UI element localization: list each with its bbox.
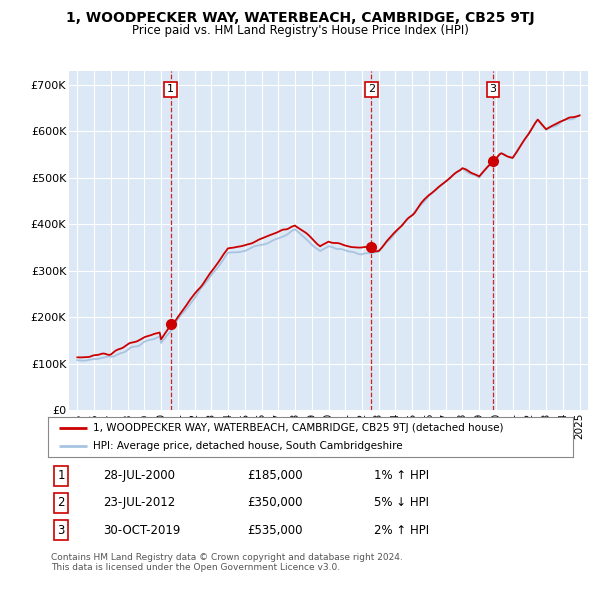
Text: 2: 2 [58,496,65,510]
Text: This data is licensed under the Open Government Licence v3.0.: This data is licensed under the Open Gov… [51,563,340,572]
Text: 3: 3 [490,84,497,94]
Text: 1: 1 [167,84,174,94]
Text: £350,000: £350,000 [248,496,303,510]
Text: 30-OCT-2019: 30-OCT-2019 [103,524,181,537]
Text: £535,000: £535,000 [248,524,303,537]
Text: HPI: Average price, detached house, South Cambridgeshire: HPI: Average price, detached house, Sout… [92,441,402,451]
Text: 1, WOODPECKER WAY, WATERBEACH, CAMBRIDGE, CB25 9TJ (detached house): 1, WOODPECKER WAY, WATERBEACH, CAMBRIDGE… [92,423,503,433]
Text: Contains HM Land Registry data © Crown copyright and database right 2024.: Contains HM Land Registry data © Crown c… [51,553,403,562]
Text: 1% ↑ HPI: 1% ↑ HPI [373,469,428,482]
Text: 28-JUL-2000: 28-JUL-2000 [103,469,175,482]
Text: 2: 2 [368,84,375,94]
Text: 3: 3 [58,524,65,537]
Text: 1, WOODPECKER WAY, WATERBEACH, CAMBRIDGE, CB25 9TJ: 1, WOODPECKER WAY, WATERBEACH, CAMBRIDGE… [65,11,535,25]
Text: 23-JUL-2012: 23-JUL-2012 [103,496,175,510]
Text: 5% ↓ HPI: 5% ↓ HPI [373,496,428,510]
Text: £185,000: £185,000 [248,469,303,482]
Text: 2% ↑ HPI: 2% ↑ HPI [373,524,428,537]
Text: Price paid vs. HM Land Registry's House Price Index (HPI): Price paid vs. HM Land Registry's House … [131,24,469,37]
Text: 1: 1 [58,469,65,482]
